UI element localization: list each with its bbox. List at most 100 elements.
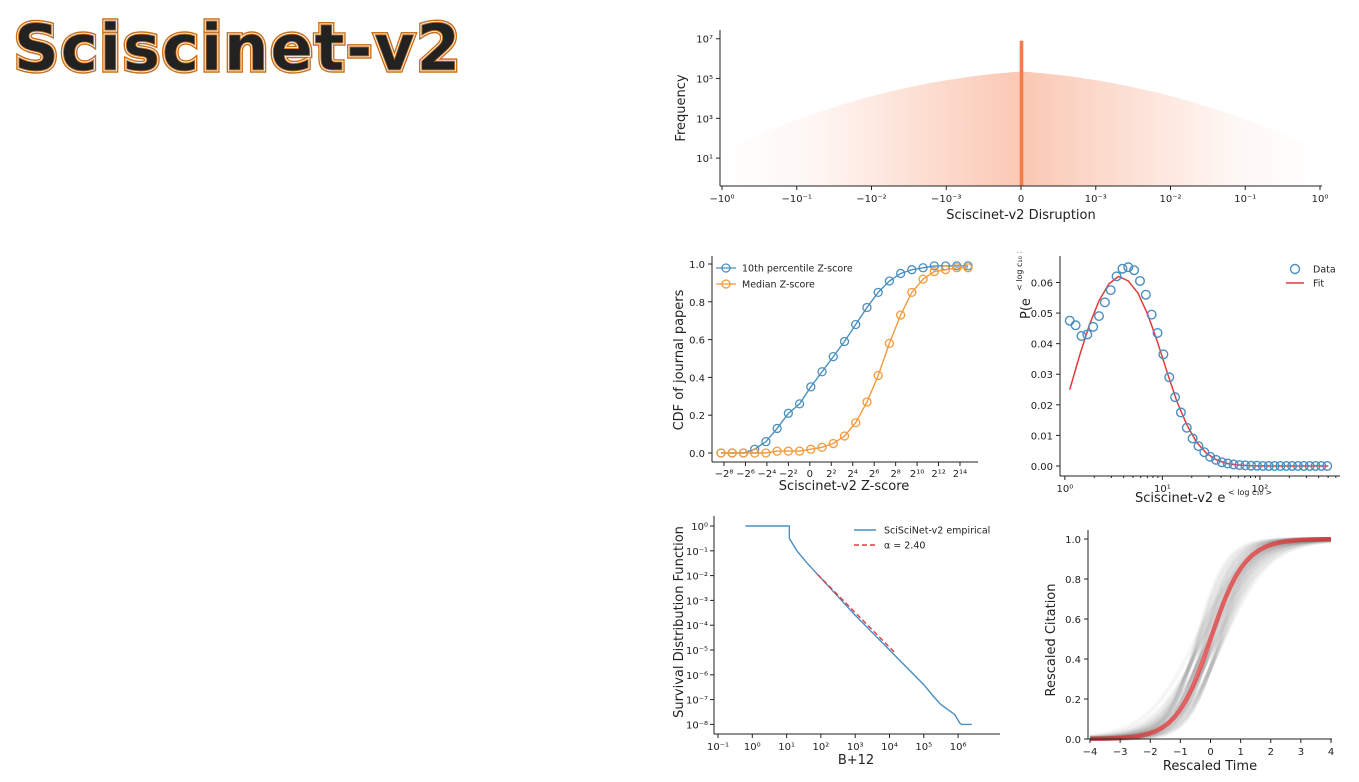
data-point	[1246, 460, 1257, 471]
x-axis-label: Sciscinet-v2 Disruption	[946, 208, 1095, 223]
x-axis-label-text: Sciscinet-v2 e	[1135, 491, 1225, 504]
trajectory-line	[1089, 538, 1332, 741]
x-tick-label: 10³	[847, 742, 864, 753]
data-point	[1064, 315, 1075, 326]
empirical-survival-line	[745, 525, 972, 726]
svg-text:Sciscinet-v2: Sciscinet-v2	[14, 14, 462, 80]
y-axis-label-superscript: < log c₁₀ >	[1015, 252, 1024, 291]
y-tick-label: 10⁻⁵	[686, 646, 708, 657]
y-tick-label: 10⁵	[696, 75, 713, 86]
x-tick-label: 2²	[826, 469, 836, 480]
rescaled-citation-chart: −4 −3 −2 −1 0 1 2 3 4 0.0 0.2 0.4 0.6 0.8 1.0 Rescaled…	[1044, 530, 1334, 774]
data-point	[1134, 275, 1145, 286]
data-point	[1310, 460, 1321, 471]
series-point	[783, 446, 794, 456]
legend-orange-marker	[721, 279, 731, 289]
series-point	[895, 310, 906, 320]
power-law-fit-line	[816, 573, 896, 653]
data-point	[1252, 460, 1263, 471]
x-tick-label: 10²	[813, 742, 830, 753]
x-tick-label: 10¹	[1154, 484, 1171, 495]
x-axis-label-superscript: < log c₁₀ >	[1228, 488, 1272, 497]
logo-text: Sciscinet-v2 Sciscinet-v2 Sciscinet-v2	[11, 14, 463, 80]
legend-entry: α = 2.40	[884, 541, 925, 552]
y-axis-label: CDF of journal papers	[672, 289, 687, 430]
y-tick-label: 10⁻⁶	[686, 671, 708, 682]
trajectory-line	[1089, 538, 1332, 739]
y-tick-label: 10¹	[696, 154, 713, 165]
x-tick-label: −3	[1113, 747, 1128, 758]
x-tick-label: 2⁶	[869, 469, 879, 480]
series-point	[839, 431, 850, 441]
data-point	[1105, 285, 1116, 296]
legend-entry: Median Z-score	[742, 280, 815, 291]
data-point	[1222, 458, 1233, 469]
x-tick-label: −2⁴	[758, 469, 777, 480]
series-point	[884, 338, 895, 349]
legend-data-marker	[1289, 263, 1301, 275]
x-tick-label: 0	[1018, 194, 1024, 205]
series-point	[750, 448, 760, 458]
x-tick-label: 10²	[1252, 484, 1269, 495]
series-point	[794, 446, 805, 456]
x-tick-label: 10⁰	[1312, 194, 1329, 205]
y-axis-label: Frequency	[674, 74, 689, 141]
x-tick-label: −10⁻²	[856, 194, 886, 205]
trajectory-line	[1089, 539, 1332, 740]
data-point	[1117, 263, 1128, 274]
data-point	[1129, 265, 1140, 276]
data-point	[1164, 372, 1175, 383]
data-point	[1146, 309, 1157, 320]
legend: 10th percentile Z-score Median Z-score	[716, 263, 853, 291]
y-axis-label-text: P(e	[1019, 298, 1034, 319]
x-tick-label: 10⁰	[744, 742, 761, 753]
series-point	[873, 287, 883, 297]
series-point	[963, 263, 973, 273]
x-tick-label: −2⁸	[715, 469, 734, 480]
x-tick-label: 2¹²	[931, 469, 945, 480]
y-tick-label: 0.8	[689, 298, 705, 309]
disruption-histogram-chart: −10⁰ −10⁻¹ −10⁻² −10⁻³ 0 10⁻³ 10⁻² 10⁻¹ 10⁰ 10¹ 10…	[674, 30, 1329, 223]
series-point	[727, 448, 737, 458]
series-point	[806, 382, 816, 392]
series-point	[817, 442, 827, 452]
x-tick-label: −10⁻³	[931, 194, 961, 205]
x-tick-label: −2⁶	[736, 469, 755, 480]
data-point	[1175, 407, 1186, 418]
x-tick-label: 10⁵	[915, 742, 932, 753]
svg-text:Sciscinet-v2: Sciscinet-v2	[14, 14, 462, 80]
data-point	[1287, 460, 1298, 471]
x-tick-label: 4	[1328, 747, 1334, 758]
y-tick-label: 0.4	[689, 373, 705, 384]
y-tick-label: 0.01	[1031, 431, 1053, 442]
data-point	[1076, 330, 1087, 341]
y-tick-label: 0.04	[1031, 340, 1053, 351]
series-point	[839, 336, 850, 347]
data-point	[1281, 460, 1292, 471]
data-point	[1304, 460, 1315, 471]
legend-entry: 10th percentile Z-score	[742, 264, 853, 275]
x-tick-label: 2¹⁰	[910, 469, 924, 480]
series-line	[721, 267, 968, 454]
series-point	[862, 397, 872, 407]
x-tick-label: 1	[1237, 747, 1243, 758]
zscore-cdf-chart: −2⁸ −2⁶ −2⁴ −2² 0 2² 2⁴ 2⁶ 2⁸ 2¹⁰ 2¹² 2¹⁴ 0.0 0.2 0.4 0…	[672, 256, 978, 494]
series-point	[828, 438, 838, 449]
y-tick-label: 10⁷	[696, 35, 713, 46]
series-point	[772, 446, 782, 456]
x-tick-label: 2⁴	[848, 469, 858, 480]
y-tick-label: 10⁻⁴	[686, 621, 708, 632]
y-tick-label: 10⁻³	[686, 596, 708, 607]
data-point	[1158, 349, 1169, 360]
x-tick-label: 0	[807, 469, 813, 480]
y-tick-label: 0.2	[1065, 695, 1081, 706]
trajectory-line	[1089, 537, 1332, 739]
series-point	[940, 265, 951, 275]
y-tick-label: 0.8	[1065, 575, 1081, 586]
x-tick-label: −2²	[779, 469, 798, 480]
series-point	[918, 263, 928, 273]
series-point	[873, 370, 883, 381]
x-tick-label: 10⁰	[1057, 484, 1074, 495]
fit-curve	[1069, 275, 1329, 467]
legend-entry: Fit	[1313, 279, 1324, 290]
